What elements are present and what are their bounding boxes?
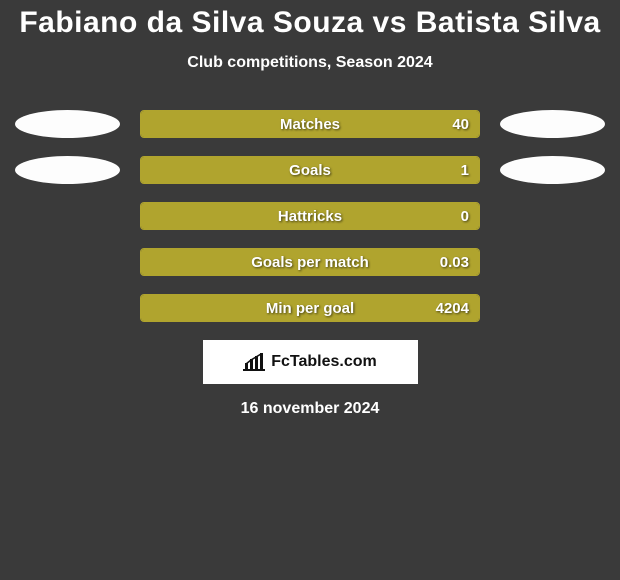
player-left-marker [15, 110, 120, 138]
player-right-marker [500, 202, 605, 230]
stat-row: Hattricks0 [0, 202, 620, 230]
stat-value: 1 [461, 157, 469, 183]
stat-value: 0 [461, 203, 469, 229]
stat-label: Matches [141, 111, 479, 137]
player-left-marker [15, 156, 120, 184]
player-right-marker [500, 110, 605, 138]
stat-value: 0.03 [440, 249, 469, 275]
stat-bar: Hattricks0 [140, 202, 480, 230]
logo-text: FcTables.com [271, 353, 377, 371]
stat-bar: Goals1 [140, 156, 480, 184]
stat-label: Min per goal [141, 295, 479, 321]
player-left-marker [15, 202, 120, 230]
stat-row: Goals1 [0, 156, 620, 184]
stat-bar: Matches40 [140, 110, 480, 138]
logo-box: FcTables.com [203, 340, 418, 384]
player-right-marker [500, 248, 605, 276]
player-right-marker [500, 294, 605, 322]
stat-row: Goals per match0.03 [0, 248, 620, 276]
stat-bar: Min per goal4204 [140, 294, 480, 322]
stat-value: 4204 [436, 295, 469, 321]
player-left-marker [15, 248, 120, 276]
page-title: Fabiano da Silva Souza vs Batista Silva [0, 0, 620, 40]
player-right-marker [500, 156, 605, 184]
stat-row: Matches40 [0, 110, 620, 138]
as-of-date: 16 november 2024 [0, 400, 620, 418]
stat-label: Goals per match [141, 249, 479, 275]
stat-label: Hattricks [141, 203, 479, 229]
bar-chart-icon [243, 353, 265, 371]
stat-bar: Goals per match0.03 [140, 248, 480, 276]
stats-container: Matches40 Goals1 Hattricks0 Goals per match… [0, 110, 620, 322]
stat-label: Goals [141, 157, 479, 183]
subtitle: Club competitions, Season 2024 [0, 54, 620, 72]
player-left-marker [15, 294, 120, 322]
stat-value: 40 [452, 111, 469, 137]
stat-row: Min per goal4204 [0, 294, 620, 322]
